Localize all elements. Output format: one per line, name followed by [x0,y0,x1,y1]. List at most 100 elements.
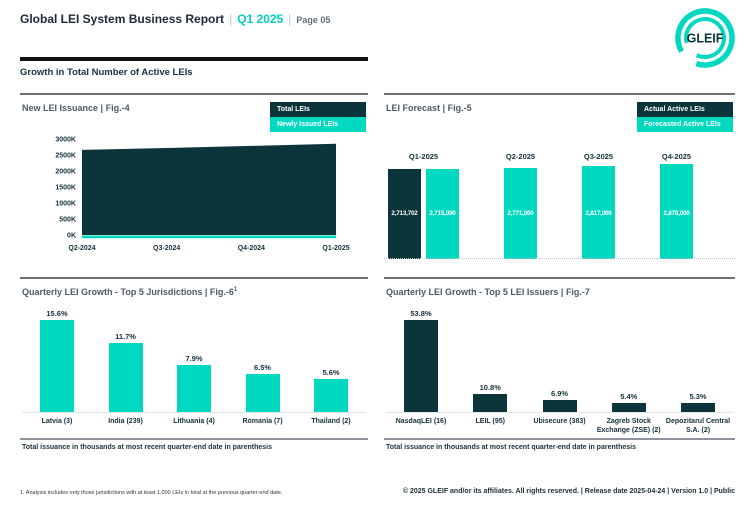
quarter-label: Q2-2025 [505,152,536,161]
bar-percent-label: 53.8% [410,309,432,318]
bar-column: 6.9% [526,389,594,412]
chart-title-fig6: Quarterly LEI Growth - Top 5 Jurisdictio… [22,287,238,297]
fig6-baseline [23,412,365,413]
bar-percent-label: 6.9% [550,389,569,399]
panel-top5-jurisdictions: Quarterly LEI Growth - Top 5 Jurisdictio… [20,277,368,455]
category-label: India (239) [108,418,143,425]
bar-column: 7.9% [160,354,228,412]
fig6-caption: Total issuance in thousands at most rece… [22,444,272,451]
fig6-category-labels: Latvia (3) India (239) Lithuania (4) Romani… [23,417,365,426]
total-leis-area [82,143,336,235]
category-label: LEIL (95) [475,418,505,425]
report-header: Global LEI System Business Report | Q1 202… [20,12,330,26]
header-rule [20,57,368,61]
panel-new-lei-issuance: New LEI Issuance | Fig.-4 Total LEIs New… [20,93,368,265]
quarter-label: Q4-2025 [661,152,692,161]
bar-percent-label: 5.3% [689,391,707,401]
lei-forecast-bar-chart: Q1-2025 2,713,702 2,715,000 Q2-2025 2,771,00… [388,152,693,260]
forecast-column: Q2-2025 2,771,000 [504,152,537,259]
newly-issued-leis-area [82,235,336,239]
category-label: Thailand (2) [311,418,351,425]
x-axis-label: Q3-2024 [153,245,180,252]
category-bar [681,402,715,412]
bar-value-label: 2,771,000 [507,210,534,217]
category-bar [542,400,577,412]
category-label: Latvia (3) [41,418,73,425]
category-bar [473,393,508,412]
fig7-category-labels: NasdaqLEI (16) LEIL (95) Ubisecure (383) Za… [387,417,732,435]
bar-column: 53.8% [387,309,455,412]
bar-percent-label: 7.9% [185,354,203,364]
category-label: Zagreb Stock Exchange (ZSE) (2) [596,418,661,435]
bar-group: 2,713,702 2,715,000 [388,164,459,259]
category-label: NasdaqLEI (16) [395,418,447,425]
bar-column: 5.6% [297,368,365,412]
bar-group: 2,817,000 [582,164,615,259]
legend-item-forecasted-active-leis: Forecasted Active LEIs [637,117,733,132]
forecast-bar: 2,771,000 [504,167,537,259]
bar-column: 11.7% [92,332,160,412]
x-axis-label: Q4-2024 [238,245,265,252]
category-label: Depozitarul Central S.A. (2) [665,418,731,435]
panel-lei-forecast: LEI Forecast | Fig.-5 Actual Active LEIs… [384,93,735,265]
bar-percent-label: 5.4% [620,391,638,401]
y-axis-tick: 1000K [55,201,76,208]
category-label: Lithuania (4) [173,418,215,425]
header-separator: | [229,12,233,26]
y-axis-tick: 2000K [55,169,76,176]
bar-percent-label: 11.7% [115,332,136,341]
bar-value-label: 2,817,000 [585,210,612,217]
legend-item-actual-active-leis: Actual Active LEIs [637,102,733,117]
y-axis-tick: 3000K [55,137,76,144]
legend-item-newly-issued-leis: Newly Issued LEIs [270,117,366,132]
legend-fig4: Total LEIs Newly Issued LEIs [270,102,366,132]
fig7-baseline [387,412,732,413]
category-label: Romania (7) [242,418,283,425]
bar-group: 2,878,000 [660,164,693,259]
section-title: Growth in Total Number of Active LEIs [20,67,193,78]
issuers-bar-chart: 53.8% 10.8% 6.9% 5.4% 5.3% [387,309,732,412]
bar-column: 5.4% [595,392,663,412]
forecast-bar: 2,715,000 [426,169,459,259]
bar-value-label: 2,713,702 [391,210,418,217]
panel-top5-lei-issuers: Quarterly LEI Growth - Top 5 LEI Issuers… [384,277,735,455]
jurisdictions-bar-chart: 15.6% 11.7% 7.9% 6.5% 5.6% [23,309,365,412]
bar-column: 10.8% [456,383,524,412]
bar-value-label: 2,878,000 [663,210,690,217]
legend-fig5: Actual Active LEIs Forecasted Active LEI… [637,102,733,132]
chart-title-fig4: New LEI Issuance | Fig.-4 [22,103,130,113]
legend-item-total-leis: Total LEIs [270,102,366,117]
y-axis-tick: 1500K [55,185,76,192]
bar-percent-label: 5.6% [322,368,340,377]
bar-column: 6.5% [229,363,297,412]
y-axis-tick: 500K [59,217,76,224]
forecast-column: Q4-2025 2,878,000 [660,152,693,259]
quarter-label: Q3-2025 [583,152,614,161]
category-bar [245,373,280,412]
forecast-bar: 2,817,000 [582,166,615,259]
category-bar [177,365,211,412]
forecast-column: Q1-2025 2,713,702 2,715,000 [388,152,459,259]
category-label: Ubisecure (383) [533,418,586,425]
category-bar [404,320,438,412]
forecast-bar: 2,878,000 [660,164,693,259]
bar-column: 5.3% [664,392,732,412]
category-bar [314,379,348,412]
category-bar [40,320,74,412]
header-separator: | [288,12,292,26]
chart-title-fig5: LEI Forecast | Fig.-5 [386,103,472,113]
footnote: 1. Analysis includes only those jurisdic… [20,490,283,496]
forecast-bar: 2,713,702 [388,169,421,259]
copyright-line: © 2025 GLEIF and/or its affiliates. All … [402,488,735,495]
bar-percent-label: 15.6% [46,309,68,318]
y-axis-tick: 0K [67,233,76,240]
fig7-caption: Total issuance in thousands at most rece… [386,444,636,451]
fig6-footnote-marker: 1 [233,287,238,293]
x-axis-label: Q2-2024 [68,245,95,252]
category-bar [611,402,646,412]
bar-value-label: 2,715,000 [429,210,456,217]
bar-group: 2,771,000 [504,164,537,259]
bar-column: 15.6% [23,309,91,412]
bar-percent-label: 6.5% [253,362,272,372]
